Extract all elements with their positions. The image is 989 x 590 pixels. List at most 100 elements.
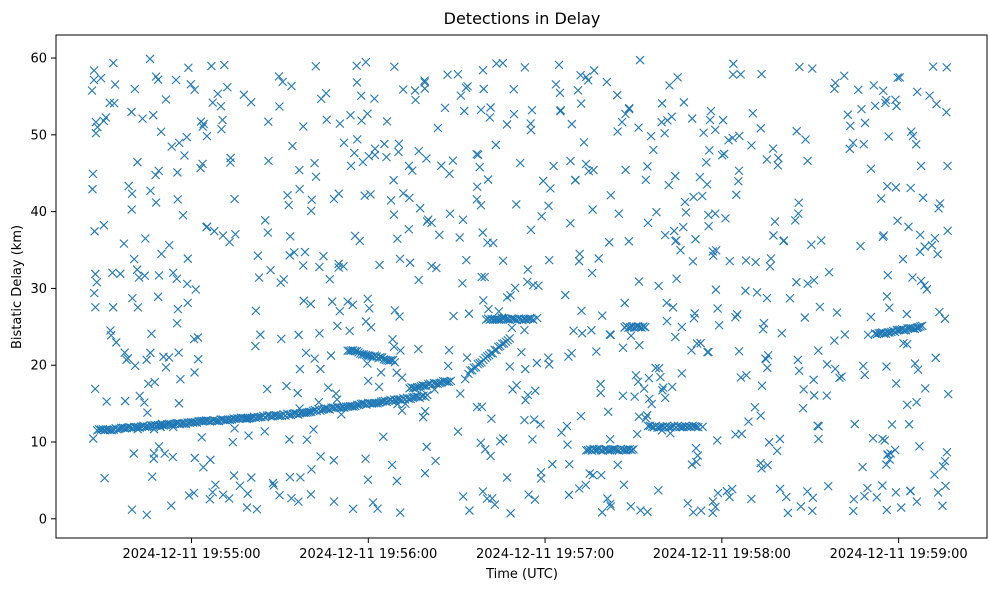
clutter-point	[940, 314, 950, 324]
clutter-point	[398, 188, 408, 198]
clutter-point	[364, 304, 374, 313]
clutter-point	[606, 190, 616, 200]
clutter-point	[904, 222, 913, 232]
clutter-point	[528, 280, 538, 290]
clutter-point	[472, 194, 482, 204]
clutter-point	[579, 137, 589, 147]
clutter-point	[346, 110, 355, 120]
clutter-point	[414, 275, 424, 285]
clutter-point	[275, 102, 284, 111]
clutter-point	[174, 348, 184, 357]
track-point	[384, 356, 394, 365]
clutter-point	[912, 497, 922, 507]
clutter-point	[756, 458, 765, 468]
clutter-point	[651, 363, 661, 373]
clutter-point	[135, 391, 145, 401]
clutter-point	[883, 450, 892, 459]
clutter-point	[530, 386, 540, 396]
clutter-point	[310, 158, 319, 168]
y-tick-label: 30	[30, 282, 47, 297]
clutter-point	[732, 310, 742, 319]
clutter-point	[453, 69, 463, 79]
clutter-point	[839, 71, 849, 81]
clutter-point	[681, 208, 691, 217]
clutter-point	[253, 251, 263, 261]
clutter-point	[462, 353, 472, 363]
clutter-point	[339, 138, 349, 148]
clutter-point	[183, 298, 193, 308]
clutter-point	[149, 454, 159, 464]
clutter-point	[105, 98, 115, 108]
clutter-point	[943, 161, 952, 171]
clutter-point	[634, 123, 643, 133]
clutter-point	[392, 234, 402, 244]
clutter-point	[208, 98, 218, 108]
clutter-point	[150, 377, 160, 387]
clutter-point	[427, 261, 437, 271]
clutter-point	[535, 419, 545, 429]
clutter-point	[654, 363, 664, 373]
clutter-point	[883, 270, 893, 280]
clutter-point	[636, 505, 645, 515]
clutter-point	[321, 88, 331, 98]
clutter-point	[300, 247, 310, 257]
clutter-point	[581, 480, 591, 490]
clutter-point	[662, 316, 672, 326]
clutter-point	[687, 114, 697, 123]
clutter-point	[298, 122, 308, 131]
clutter-point	[537, 211, 547, 221]
clutter-point	[186, 79, 196, 89]
clutter-point	[521, 395, 530, 405]
clutter-point	[577, 306, 586, 316]
clutter-point	[329, 455, 339, 465]
clutter-point	[375, 260, 384, 270]
clutter-point	[734, 131, 744, 141]
clutter-point	[107, 268, 117, 278]
clutter-point	[465, 506, 474, 515]
clutter-point	[390, 62, 399, 72]
clutter-point	[414, 146, 424, 156]
clutter-point	[373, 504, 382, 513]
clutter-point	[741, 256, 751, 265]
clutter-point	[120, 348, 130, 358]
clutter-point	[704, 347, 713, 357]
clutter-point	[902, 400, 912, 410]
clutter-point	[166, 501, 176, 511]
clutter-point	[576, 411, 586, 421]
track-point	[444, 377, 454, 387]
clutter-point	[813, 346, 823, 356]
clutter-point	[285, 250, 295, 260]
clutter-point	[646, 131, 656, 141]
clutter-point	[254, 273, 264, 282]
clutter-point	[691, 457, 701, 467]
clutter-point	[164, 240, 174, 250]
clutter-point	[602, 77, 612, 87]
clutter-point	[464, 309, 474, 319]
clutter-point	[589, 66, 599, 75]
clutter-point	[538, 176, 548, 186]
clutter-point	[930, 233, 940, 243]
clutter-point	[643, 507, 652, 517]
clutter-point	[495, 436, 505, 446]
y-tick-label: 10	[30, 436, 47, 451]
clutter-point	[710, 125, 720, 135]
clutter-point	[596, 388, 606, 398]
clutter-point	[773, 153, 783, 163]
clutter-point	[940, 456, 950, 466]
clutter-point	[757, 69, 766, 79]
clutter-point	[334, 259, 344, 269]
clutter-point	[689, 313, 699, 323]
track-point	[664, 423, 673, 432]
track-point	[363, 351, 373, 360]
clutter-point	[307, 464, 316, 474]
y-axis-label: Bistatic Delay (km)	[10, 225, 25, 349]
clutter-point	[704, 145, 714, 155]
clutter-point	[677, 322, 687, 332]
clutter-point	[567, 119, 577, 129]
clutter-point	[207, 61, 216, 71]
clutter-point	[699, 128, 709, 138]
clutter-point	[445, 209, 455, 219]
clutter-point	[890, 445, 900, 455]
clutter-point	[795, 62, 804, 72]
clutter-point	[641, 175, 651, 185]
